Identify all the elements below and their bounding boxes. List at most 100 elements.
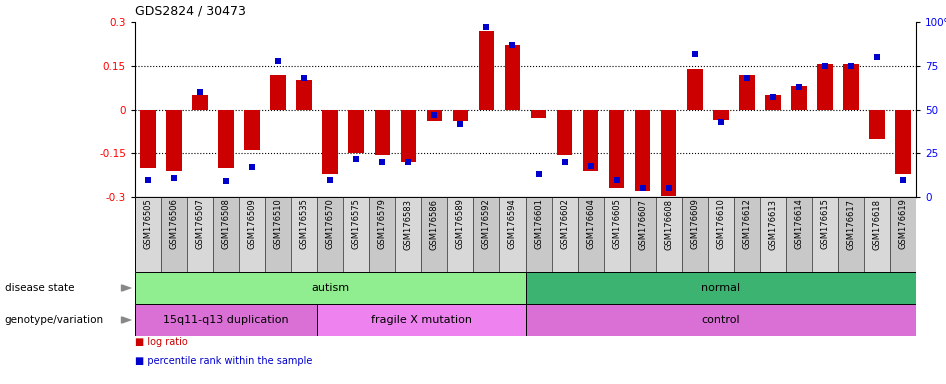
Bar — [166, 109, 182, 171]
Bar — [557, 109, 572, 155]
Point — [349, 156, 364, 162]
Bar — [348, 109, 364, 153]
Text: GSM176579: GSM176579 — [377, 199, 387, 249]
Point — [765, 94, 780, 100]
Text: GSM176609: GSM176609 — [691, 199, 699, 249]
Text: genotype/variation: genotype/variation — [5, 315, 104, 325]
Text: GSM176509: GSM176509 — [248, 199, 256, 249]
Bar — [296, 80, 312, 109]
Bar — [473, 197, 499, 272]
Bar — [708, 197, 734, 272]
Bar — [838, 197, 864, 272]
Point — [323, 176, 338, 182]
Bar — [421, 197, 447, 272]
Text: GSM176575: GSM176575 — [352, 199, 360, 249]
Text: fragile X mutation: fragile X mutation — [371, 315, 472, 325]
Bar — [786, 197, 812, 272]
Bar — [869, 109, 885, 139]
Bar — [713, 109, 728, 120]
Point — [661, 185, 676, 191]
Bar — [531, 109, 547, 118]
Text: GSM176570: GSM176570 — [325, 199, 335, 249]
Point — [297, 75, 312, 81]
Bar — [864, 197, 890, 272]
Text: GSM176605: GSM176605 — [612, 199, 622, 249]
Bar — [525, 197, 552, 272]
Bar — [895, 109, 911, 174]
Point — [401, 159, 416, 165]
Point — [713, 119, 728, 125]
Text: GSM176592: GSM176592 — [482, 199, 491, 249]
Point — [219, 178, 234, 184]
Point — [583, 162, 598, 169]
Point — [166, 175, 182, 181]
Bar — [400, 109, 416, 162]
Bar — [890, 197, 916, 272]
Bar — [395, 197, 421, 272]
Text: GSM176613: GSM176613 — [768, 199, 778, 250]
Text: disease state: disease state — [5, 283, 74, 293]
Point — [453, 121, 468, 127]
Point — [869, 54, 885, 60]
Text: ■ log ratio: ■ log ratio — [135, 337, 187, 347]
Bar — [525, 272, 916, 304]
Bar — [661, 109, 676, 195]
Bar — [452, 109, 468, 121]
Bar — [812, 197, 838, 272]
Bar — [635, 109, 651, 191]
Text: GSM176612: GSM176612 — [743, 199, 751, 249]
Bar — [317, 197, 343, 272]
Point — [557, 159, 572, 165]
Bar — [192, 95, 208, 109]
Bar — [271, 74, 286, 109]
Bar — [583, 109, 599, 171]
Point — [635, 185, 650, 191]
Text: GSM176601: GSM176601 — [534, 199, 543, 249]
Bar — [265, 197, 291, 272]
Bar — [447, 197, 473, 272]
Text: GDS2824 / 30473: GDS2824 / 30473 — [135, 4, 246, 17]
Text: autism: autism — [311, 283, 349, 293]
Text: GSM176510: GSM176510 — [273, 199, 283, 249]
Point — [896, 176, 911, 182]
Text: GSM176618: GSM176618 — [872, 199, 882, 250]
Text: GSM176586: GSM176586 — [429, 199, 439, 250]
Bar — [187, 197, 213, 272]
Bar — [317, 304, 525, 336]
Point — [193, 89, 208, 95]
Bar — [682, 197, 708, 272]
Point — [687, 50, 702, 56]
Bar — [213, 197, 239, 272]
Bar — [687, 69, 703, 109]
Text: ■ percentile rank within the sample: ■ percentile rank within the sample — [135, 356, 312, 366]
Bar — [343, 197, 369, 272]
Bar — [140, 109, 156, 168]
Text: GSM176535: GSM176535 — [300, 199, 308, 249]
Bar — [369, 197, 395, 272]
Text: GSM176506: GSM176506 — [169, 199, 179, 249]
Bar — [135, 304, 317, 336]
Bar — [609, 109, 624, 188]
Point — [609, 176, 624, 182]
Text: GSM176610: GSM176610 — [716, 199, 726, 249]
Point — [140, 176, 155, 182]
Text: GSM176615: GSM176615 — [820, 199, 830, 249]
Text: GSM176614: GSM176614 — [795, 199, 803, 249]
Point — [505, 42, 520, 48]
Bar — [219, 109, 234, 168]
Bar — [161, 197, 187, 272]
Point — [427, 112, 442, 118]
Point — [531, 171, 546, 177]
Text: GSM176508: GSM176508 — [221, 199, 231, 249]
Bar — [525, 304, 916, 336]
Text: GSM176507: GSM176507 — [196, 199, 204, 249]
Bar — [817, 64, 832, 109]
Bar — [604, 197, 630, 272]
Bar — [375, 109, 390, 155]
Point — [479, 24, 494, 30]
Bar — [135, 272, 525, 304]
Bar — [760, 197, 786, 272]
Text: GSM176607: GSM176607 — [639, 199, 647, 250]
Bar — [630, 197, 656, 272]
Bar — [135, 197, 161, 272]
